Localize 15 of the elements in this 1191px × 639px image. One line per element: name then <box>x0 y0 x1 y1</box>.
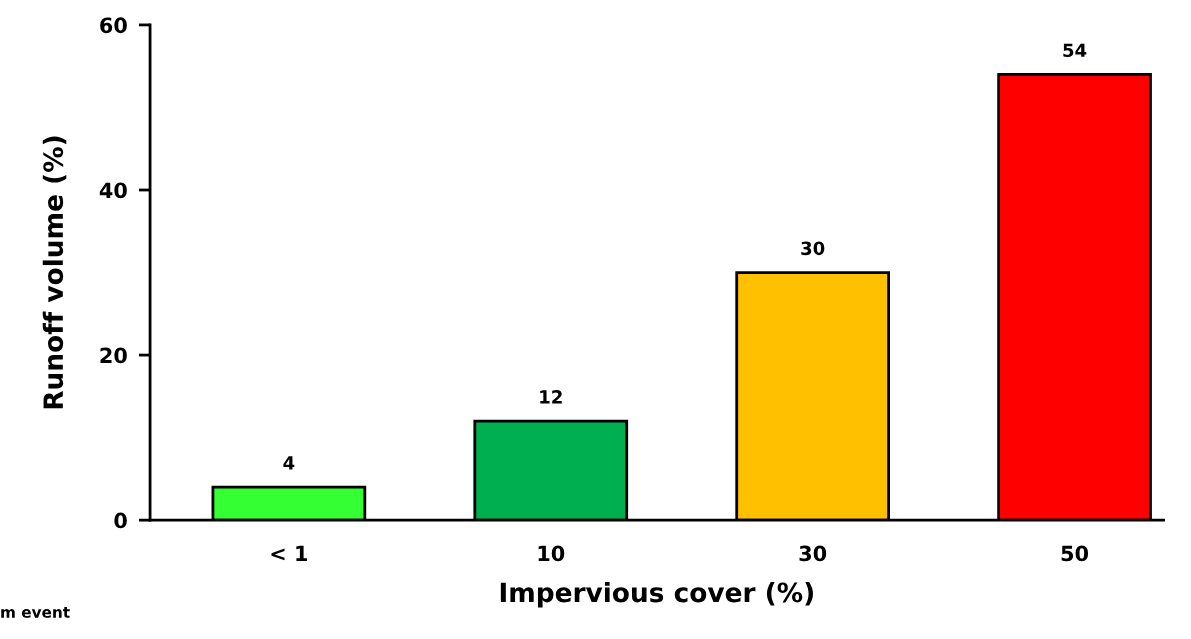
data-label: 30 <box>801 241 825 256</box>
x-axis-title: Impervious cover (%) <box>500 581 813 608</box>
y-tick-label: 0 <box>114 512 127 529</box>
y-tick-label: 40 <box>99 182 127 199</box>
y-tick-label: 60 <box>100 17 127 34</box>
data-label: 4 <box>283 456 295 470</box>
x-tick-label: 10 <box>538 545 565 562</box>
y-tick-label: 20 <box>100 347 127 364</box>
x-tick-label: 30 <box>799 545 827 562</box>
text: m event <box>1 606 70 618</box>
y-axis-title: Runoff volume (%) <box>42 136 67 409</box>
data-label: 12 <box>540 390 562 404</box>
data-label: 54 <box>1063 43 1087 58</box>
x-tick-label: 50 <box>1061 545 1089 562</box>
x-tick-label: < 1 <box>271 545 308 561</box>
